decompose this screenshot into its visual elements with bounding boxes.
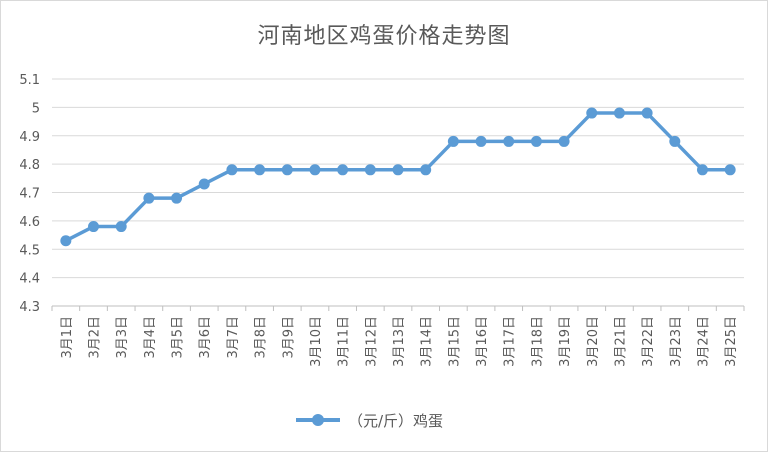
data-point bbox=[641, 107, 653, 119]
x-tick-label: 3月24日 bbox=[696, 316, 711, 367]
legend-label: （元/斤）鸡蛋 bbox=[348, 411, 444, 430]
data-point bbox=[613, 107, 625, 119]
x-tick-label: 3月12日 bbox=[364, 316, 379, 367]
data-point bbox=[60, 235, 72, 247]
x-tick-label: 3月25日 bbox=[724, 316, 739, 367]
data-point bbox=[696, 164, 708, 176]
data-point bbox=[309, 164, 321, 176]
x-tick-label: 3月16日 bbox=[475, 316, 490, 367]
x-tick-label: 3月5日 bbox=[171, 316, 186, 359]
data-point bbox=[115, 221, 127, 233]
x-tick-label: 3月1日 bbox=[60, 316, 75, 359]
x-tick-label: 3月20日 bbox=[586, 316, 601, 367]
x-tick-label: 3月15日 bbox=[447, 316, 462, 367]
chart-title: 河南地区鸡蛋价格走势图 bbox=[257, 24, 511, 49]
y-tick-label: 4.7 bbox=[19, 187, 40, 202]
x-tick-label: 3月13日 bbox=[392, 316, 407, 367]
x-tick-label: 3月2日 bbox=[88, 316, 103, 359]
data-point bbox=[558, 135, 570, 147]
data-point bbox=[392, 164, 404, 176]
x-tick-label: 3月3日 bbox=[115, 316, 130, 359]
y-tick-label: 5.1 bbox=[19, 73, 40, 88]
x-tick-label: 3月22日 bbox=[641, 316, 656, 367]
y-tick-label: 4.3 bbox=[19, 300, 40, 315]
data-point bbox=[281, 164, 293, 176]
data-point bbox=[669, 135, 681, 147]
x-tick-label: 3月11日 bbox=[337, 316, 352, 367]
x-tick-label: 3月21日 bbox=[613, 316, 628, 367]
data-point bbox=[226, 164, 238, 176]
y-tick-label: 4.8 bbox=[19, 158, 40, 173]
x-tick-label: 3月6日 bbox=[198, 316, 213, 359]
data-point bbox=[447, 135, 459, 147]
x-tick-label: 3月19日 bbox=[558, 316, 573, 367]
legend-marker-icon bbox=[296, 413, 340, 427]
y-tick-label: 5 bbox=[32, 101, 40, 116]
x-tick-label: 3月18日 bbox=[530, 316, 545, 367]
data-point bbox=[171, 192, 183, 204]
x-tick-label: 3月8日 bbox=[254, 316, 269, 359]
y-tick-label: 4.5 bbox=[19, 243, 40, 258]
y-tick-label: 4.4 bbox=[19, 272, 40, 287]
data-point bbox=[586, 107, 598, 119]
data-point bbox=[337, 164, 349, 176]
data-point bbox=[198, 178, 210, 190]
data-point bbox=[364, 164, 376, 176]
data-point bbox=[503, 135, 515, 147]
y-tick-label: 4.9 bbox=[19, 130, 40, 145]
data-point bbox=[254, 164, 266, 176]
x-tick-label: 3月23日 bbox=[669, 316, 684, 367]
x-tick-label: 3月9日 bbox=[281, 316, 296, 359]
x-tick-label: 3月10日 bbox=[309, 316, 324, 367]
y-tick-label: 4.6 bbox=[19, 215, 40, 230]
x-tick-label: 3月17日 bbox=[503, 316, 518, 367]
data-point bbox=[420, 164, 432, 176]
series-line bbox=[64, 111, 732, 243]
x-tick-label: 3月7日 bbox=[226, 316, 241, 359]
data-point bbox=[475, 135, 487, 147]
legend: （元/斤）鸡蛋 bbox=[296, 408, 443, 432]
x-tick-label: 3月14日 bbox=[420, 316, 435, 367]
x-tick-label: 3月4日 bbox=[143, 316, 158, 359]
data-point bbox=[724, 164, 736, 176]
data-point bbox=[143, 192, 155, 204]
data-point bbox=[88, 221, 100, 233]
data-point bbox=[530, 135, 542, 147]
